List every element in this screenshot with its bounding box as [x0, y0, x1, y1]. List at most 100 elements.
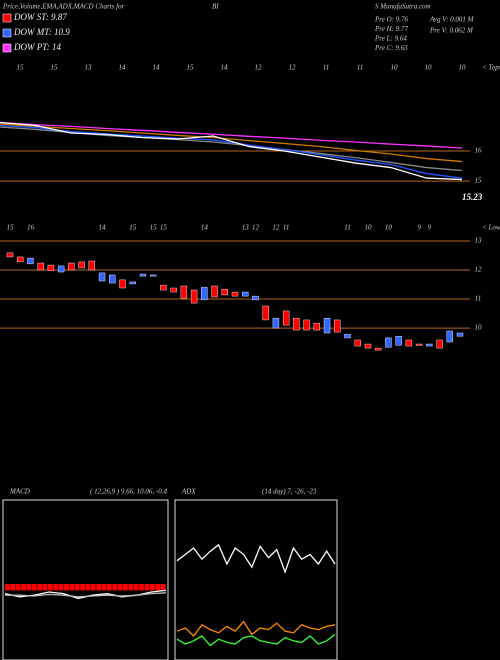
x-tick-label: 15: [150, 224, 158, 232]
x-tick-label: 16: [27, 224, 35, 232]
candle-body: [354, 339, 361, 347]
x-tick-label: 10: [391, 64, 399, 72]
series-line: [176, 620, 336, 637]
series-line: [0, 124, 463, 179]
x-tick-label: 12: [255, 64, 263, 72]
y-tick-label: 15: [475, 177, 483, 185]
site: S MunafaSutra.com: [375, 3, 431, 11]
candle-body: [272, 317, 280, 329]
x-tick-label: 9: [428, 224, 432, 232]
panel-label: MACD: [9, 488, 30, 496]
panel-params: (14 day) 7, -26, -23: [262, 488, 317, 496]
series-line: [176, 633, 336, 647]
candle-body: [149, 274, 157, 277]
histogram-bar: [139, 584, 145, 591]
x-tick-label: 9: [417, 224, 421, 232]
x-tick-label: 12: [252, 224, 260, 232]
histogram-bar: [106, 584, 112, 591]
histogram-bar: [117, 584, 123, 591]
candle-body: [415, 343, 423, 346]
x-tick-label: 10: [364, 224, 372, 232]
x-tick-label: 14: [153, 64, 161, 72]
candle-body: [180, 285, 188, 299]
candle-body: [303, 319, 310, 331]
candle-body: [37, 262, 44, 271]
histogram-bar: [112, 584, 118, 591]
series-line: [0, 121, 463, 181]
histogram-bar: [160, 584, 166, 591]
histogram-bar: [96, 584, 102, 591]
candle-body: [211, 285, 218, 298]
candle-body: [242, 291, 249, 297]
candle-body: [374, 347, 382, 351]
candle-body: [78, 261, 85, 269]
x-tick-label: 11: [344, 224, 350, 232]
legend-label: DOW MT: 10.9: [13, 27, 70, 37]
candle-body: [456, 332, 464, 337]
histogram-bar: [85, 584, 91, 591]
series-line: [5, 592, 167, 598]
candle-body: [109, 274, 116, 284]
candle-body: [293, 317, 300, 331]
candle-body: [344, 333, 351, 339]
x-tick-label: 15: [187, 64, 195, 72]
histogram-bar: [10, 584, 16, 591]
histogram-bar: [47, 584, 53, 591]
histogram-bar: [58, 584, 64, 591]
candle-body: [17, 256, 24, 263]
x-tick-label: 10: [459, 64, 467, 72]
legend-label: DOW PT: 14: [13, 42, 61, 52]
y-tick-label: 13: [475, 237, 483, 245]
corner-label: < Tops: [482, 64, 500, 72]
candle-body: [364, 343, 372, 349]
adx-frame: [174, 499, 338, 660]
candle-body: [129, 281, 136, 285]
candle-body: [323, 317, 331, 334]
histogram-bar: [144, 584, 150, 591]
candle-body: [88, 260, 96, 271]
candle-body: [231, 291, 239, 297]
x-tick-label: 13: [85, 64, 93, 72]
candle-body: [27, 257, 34, 265]
x-tick-label: 12: [289, 64, 297, 72]
panel-params: ( 12,26,9 ) 9.66, 10.06, -0.4: [90, 488, 167, 496]
candle-body: [334, 319, 341, 333]
quote: Pre O: 9.76: [374, 16, 408, 24]
series-line: [176, 543, 336, 574]
histogram-bar: [133, 584, 139, 591]
quote: Pre H: 9.77: [374, 25, 408, 33]
histogram-bar: [31, 584, 37, 591]
histogram-bar: [21, 584, 26, 591]
x-tick-label: 10: [425, 64, 433, 72]
candle-body: [201, 286, 208, 301]
candle-body: [190, 289, 198, 304]
candle-body: [313, 322, 321, 331]
x-tick-label: 15: [51, 64, 59, 72]
x-tick-label: 15: [160, 224, 168, 232]
x-tick-label: 14: [221, 64, 229, 72]
histogram-bar: [155, 584, 161, 591]
candle-body: [160, 284, 167, 291]
histogram-bar: [64, 584, 69, 591]
histogram-bar: [149, 584, 155, 591]
legend-label: DOW ST: 9.87: [13, 12, 67, 22]
candle-body: [221, 288, 228, 296]
quote: Pre C: 9.63: [374, 44, 408, 52]
y-tick-label: 11: [475, 295, 481, 303]
candle-body: [252, 295, 259, 301]
x-tick-label: 14: [99, 224, 107, 232]
quote: Pre L: 9.64: [374, 35, 407, 43]
x-tick-label: 11: [323, 64, 329, 72]
candle-body: [405, 339, 413, 347]
x-tick-label: 14: [201, 224, 209, 232]
candle-body: [98, 272, 106, 282]
corner-label: < Lower: [482, 224, 500, 232]
histogram-bar: [5, 584, 10, 591]
x-tick-label: 10: [385, 224, 393, 232]
candle-body: [68, 262, 75, 271]
x-tick-label: 13: [242, 224, 250, 232]
histogram-bar: [101, 584, 107, 591]
histogram-bar: [53, 584, 59, 591]
y-tick-label: 16: [475, 147, 483, 155]
series-line: [0, 123, 463, 163]
